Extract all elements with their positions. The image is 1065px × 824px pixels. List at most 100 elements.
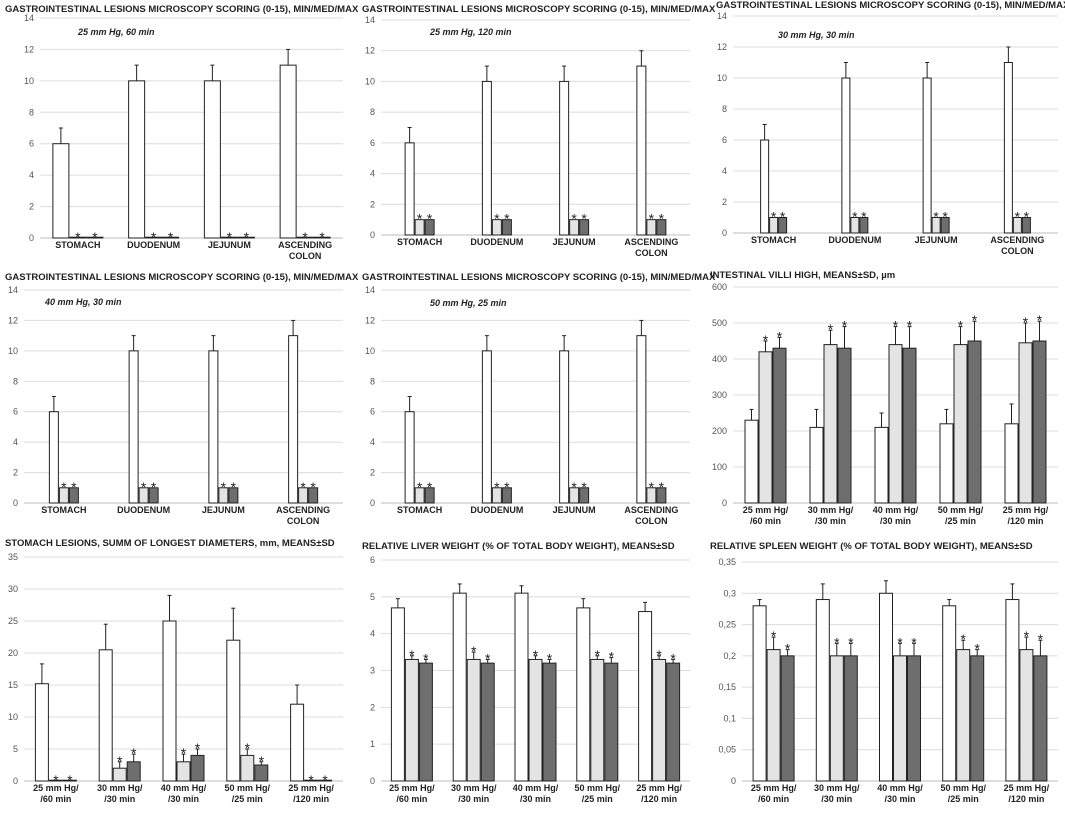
y-tick-label: 0 bbox=[370, 776, 375, 786]
bar bbox=[829, 655, 844, 782]
bar bbox=[579, 219, 590, 236]
bar bbox=[942, 605, 957, 782]
significance-mark: * bbox=[427, 211, 433, 227]
significance-mark: * bbox=[1015, 209, 1021, 225]
y-tick-label: 4 bbox=[13, 437, 18, 447]
y-tick-label: 600 bbox=[712, 282, 727, 292]
category-label-line: /60 min bbox=[396, 794, 427, 804]
chart-title: INTESTINAL VILLI HIGH, MEANS±SD, µm bbox=[710, 270, 895, 281]
significance-mark: * bbox=[417, 211, 423, 227]
bar bbox=[491, 487, 502, 504]
bar bbox=[86, 236, 104, 239]
category-label: 50 mm Hg//25 min bbox=[940, 783, 986, 804]
significance-mark: * bbox=[958, 318, 964, 334]
significance-mark: * bbox=[974, 641, 980, 657]
y-tick-label: 4 bbox=[29, 170, 34, 180]
bar bbox=[879, 592, 893, 782]
significance-mark: * bbox=[834, 634, 840, 650]
y-tick-label: 14 bbox=[8, 285, 18, 295]
category-label-line: ASCENDING bbox=[278, 240, 332, 250]
significance-mark: * bbox=[245, 740, 251, 756]
chart-subtitle: 25 mm Hg, 120 min bbox=[429, 27, 512, 37]
category-label-line: 30 mm Hg/ bbox=[808, 505, 854, 515]
bar bbox=[940, 217, 950, 234]
bar bbox=[424, 487, 435, 504]
y-tick-label: 14 bbox=[365, 15, 375, 25]
significance-mark: * bbox=[181, 745, 187, 761]
bar bbox=[237, 236, 255, 239]
chart-panel-5: GASTROINTESTINAL LESIONS MICROSCOPY SCOR… bbox=[362, 272, 716, 526]
bar bbox=[68, 487, 79, 504]
significance-mark: * bbox=[504, 479, 510, 495]
bar bbox=[766, 649, 781, 782]
category-label: 40 mm Hg//30 min bbox=[873, 505, 919, 526]
bar bbox=[809, 426, 824, 504]
significance-mark: * bbox=[933, 209, 939, 225]
y-tick-label: 1 bbox=[370, 739, 375, 749]
chart-panel-8: RELATIVE LIVER WEIGHT (% OF TOTAL BODY W… bbox=[362, 541, 690, 804]
bar bbox=[414, 219, 425, 236]
significance-mark: * bbox=[609, 649, 615, 665]
bar bbox=[888, 344, 903, 504]
bar bbox=[128, 80, 146, 239]
category-label-line: ASCENDING bbox=[276, 505, 330, 515]
significance-mark: * bbox=[533, 647, 539, 663]
significance-mark: * bbox=[151, 229, 157, 245]
category-label-line: /60 min bbox=[40, 794, 71, 804]
category-label-line: ASCENDING bbox=[624, 237, 678, 247]
y-tick-label: 0,05 bbox=[718, 745, 736, 755]
bar bbox=[240, 754, 255, 782]
bar bbox=[780, 655, 795, 782]
category-label-line: 40 mm Hg/ bbox=[161, 783, 207, 793]
bar bbox=[652, 658, 667, 782]
bar bbox=[418, 662, 433, 782]
y-tick-label: 500 bbox=[712, 318, 727, 328]
significance-mark: * bbox=[244, 229, 250, 245]
y-tick-label: 6 bbox=[722, 135, 727, 145]
chart-panel-7: STOMACH LESIONS, SUMM OF LONGEST DIAMETE… bbox=[5, 538, 343, 804]
category-label: 40 mm Hg//30 min bbox=[877, 783, 923, 804]
bar bbox=[138, 487, 149, 504]
bar bbox=[778, 217, 788, 234]
bar bbox=[576, 607, 591, 782]
category-label-line: 50 mm Hg/ bbox=[938, 505, 984, 515]
bar bbox=[296, 236, 314, 239]
category-label-line: JEJUNUM bbox=[915, 235, 958, 245]
y-tick-label: 12 bbox=[24, 44, 34, 54]
category-label-line: 25 mm Hg/ bbox=[389, 783, 435, 793]
bar bbox=[126, 761, 141, 782]
bar bbox=[874, 426, 889, 504]
significance-mark: * bbox=[842, 318, 848, 334]
bar bbox=[1003, 62, 1013, 234]
bar bbox=[1004, 423, 1019, 504]
bar bbox=[112, 767, 127, 782]
bar bbox=[308, 487, 319, 504]
category-label-line: 30 mm Hg/ bbox=[97, 783, 143, 793]
bar bbox=[228, 487, 239, 504]
bar bbox=[226, 639, 241, 782]
y-tick-label: 0,2 bbox=[723, 651, 736, 661]
category-label: JEJUNUM bbox=[208, 240, 251, 250]
significance-mark: * bbox=[852, 209, 858, 225]
category-label-line: /25 min bbox=[945, 516, 976, 526]
bar bbox=[491, 219, 502, 236]
category-label: 25 mm Hg//60 min bbox=[33, 783, 79, 804]
y-tick-label: 2 bbox=[370, 468, 375, 478]
bar bbox=[318, 779, 333, 782]
significance-mark: * bbox=[308, 772, 314, 788]
y-tick-label: 2 bbox=[370, 702, 375, 712]
significance-mark: * bbox=[92, 229, 98, 245]
significance-mark: * bbox=[131, 745, 137, 761]
y-tick-label: 14 bbox=[365, 285, 375, 295]
bar bbox=[501, 219, 512, 236]
y-tick-label: 0 bbox=[13, 498, 18, 508]
category-label-line: 50 mm Hg/ bbox=[940, 783, 986, 793]
category-label: 25 mm Hg//120 min bbox=[636, 783, 682, 804]
chart-title: GASTROINTESTINAL LESIONS MICROSCOPY SCOR… bbox=[362, 272, 716, 283]
category-label-line: 25 mm Hg/ bbox=[288, 783, 334, 793]
category-label: JEJUNUM bbox=[553, 237, 596, 247]
bar bbox=[218, 487, 229, 504]
category-label-line: 25 mm Hg/ bbox=[743, 505, 789, 515]
significance-mark: * bbox=[485, 650, 491, 666]
